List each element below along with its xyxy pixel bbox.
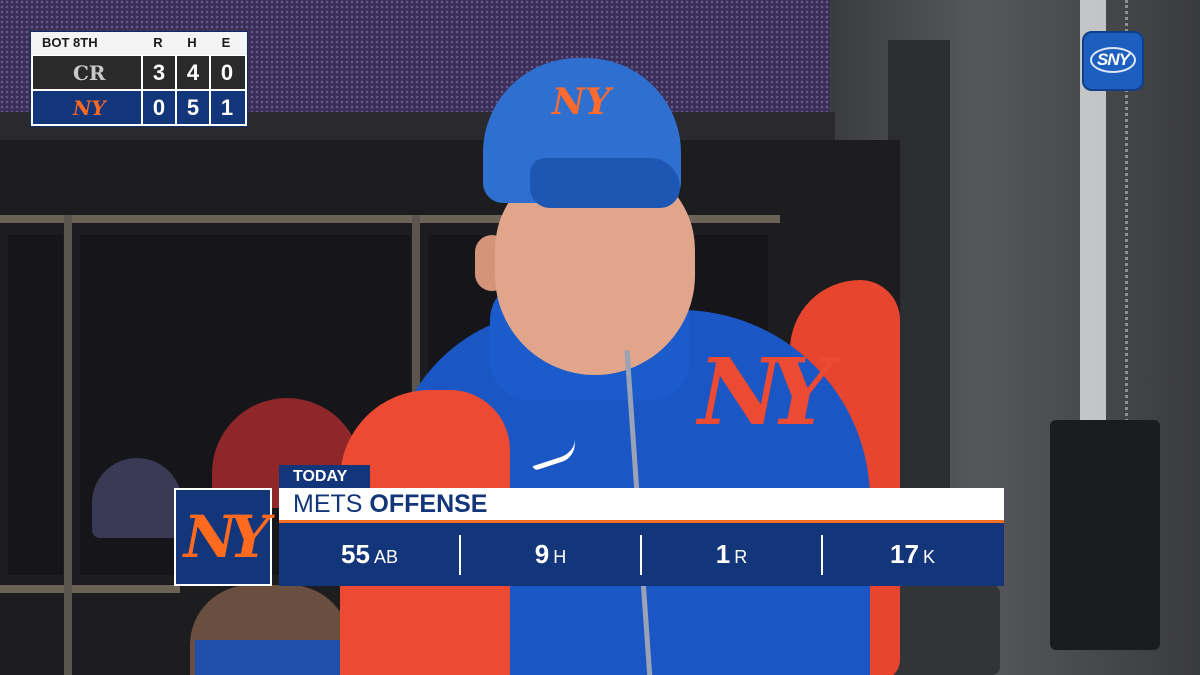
home-runs: 0 — [141, 91, 175, 124]
lower-third-tag: TODAY — [279, 465, 370, 488]
dugout-shelf-post — [412, 215, 420, 415]
lower-third-title-bar: METS OFFENSE — [279, 488, 1004, 523]
away-runs: 3 — [141, 56, 175, 89]
stat-divider — [459, 535, 461, 575]
score-bug-header: BOT 8TH R H E — [31, 32, 247, 55]
lower-third-team-logo: NY — [174, 488, 272, 586]
lower-third-title: METS OFFENSE — [293, 488, 487, 521]
chest-logo-icon: NY — [698, 338, 834, 446]
protective-netting — [1125, 0, 1148, 650]
stat-value: 9 — [534, 539, 550, 569]
stat-label: K — [922, 547, 935, 567]
dugout-cubby — [8, 235, 63, 575]
dugout-shelf — [0, 585, 180, 593]
stat-strikeouts: 17 K — [822, 523, 1003, 586]
home-hits: 5 — [175, 91, 209, 124]
stat-label: H — [553, 547, 567, 567]
sny-logo-icon: SNY — [1082, 31, 1144, 91]
away-hits: 4 — [175, 56, 209, 89]
rockies-logo-icon: CR — [73, 61, 106, 85]
inning-indicator: BOT 8TH — [42, 35, 98, 50]
dugout-shelf-post — [64, 215, 72, 675]
stat-label: AB — [373, 547, 398, 567]
stat-label: R — [734, 547, 748, 567]
mets-logo-icon: NY — [73, 96, 106, 120]
stat-divider — [821, 535, 823, 575]
cap-logo-icon: NY — [552, 81, 611, 123]
stat-value: 1 — [715, 539, 731, 569]
mets-logo-icon: NY — [183, 503, 270, 571]
stat-value: 17 — [890, 539, 919, 569]
stat-divider — [640, 535, 642, 575]
cap-on-shelf — [92, 458, 182, 538]
dugout-shelf — [0, 215, 780, 223]
camera-equipment — [1050, 420, 1160, 650]
runs-header: R — [153, 35, 163, 50]
stat-at-bats: 55 AB — [279, 523, 460, 586]
score-bug: BOT 8TH R H E CR 3 4 0 NY 0 5 1 — [30, 31, 248, 127]
cap-brim — [530, 158, 680, 208]
away-errors: 0 — [209, 56, 243, 89]
sny-swoosh-icon — [1090, 47, 1136, 73]
title-subject: OFFENSE — [369, 490, 488, 518]
home-errors: 1 — [209, 91, 243, 124]
away-team-row: CR 3 4 0 — [33, 56, 245, 89]
network-logo-text: SNY — [1097, 50, 1130, 69]
title-team: METS — [293, 490, 363, 518]
stat-value: 55 — [341, 539, 370, 569]
hits-header: H — [187, 35, 197, 50]
home-team-row: NY 0 5 1 — [33, 91, 245, 124]
errors-header: E — [221, 35, 231, 50]
player-shoulder-foreground — [195, 640, 360, 675]
